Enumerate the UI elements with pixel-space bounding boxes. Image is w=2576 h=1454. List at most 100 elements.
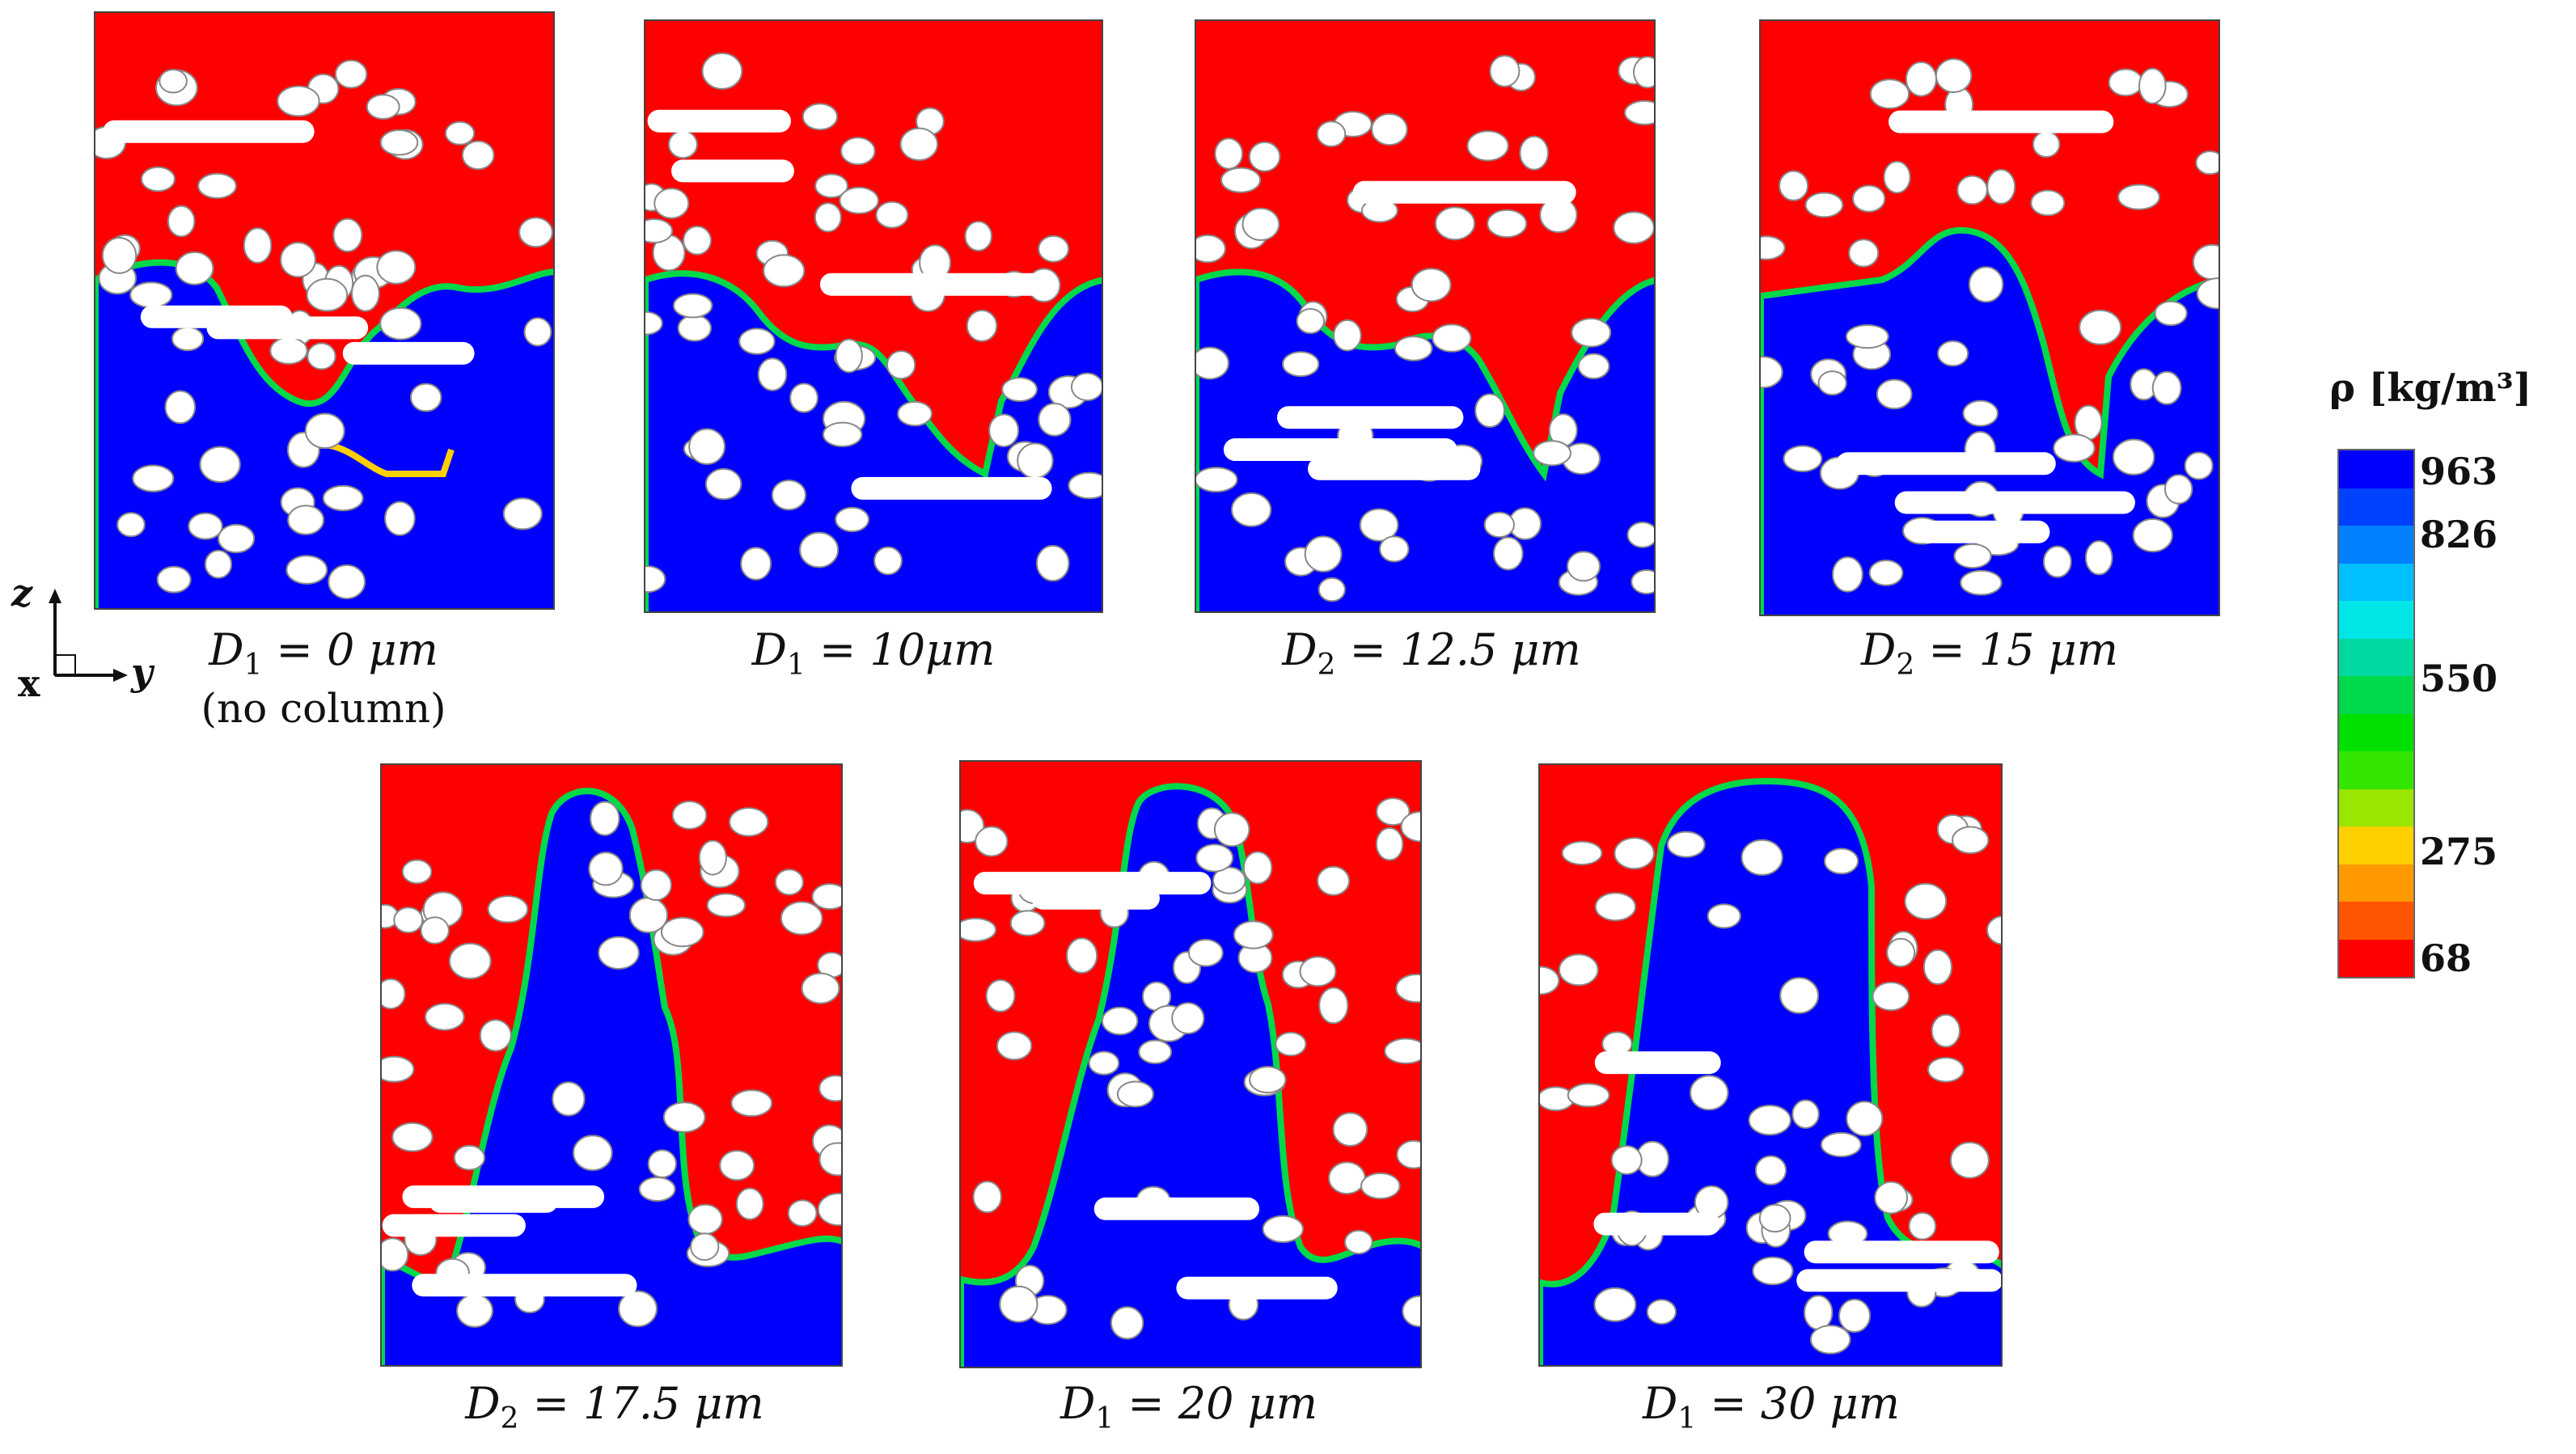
- solid-particle: [638, 1177, 676, 1202]
- solid-particle: [1196, 346, 1229, 380]
- colorbar: [2337, 449, 2415, 978]
- solid-particle: [818, 1142, 841, 1177]
- solid-particle: [1845, 324, 1889, 349]
- solid-particle: [1922, 949, 1952, 985]
- solid-particle-row: [819, 273, 1043, 296]
- solid-particle: [1296, 308, 1326, 334]
- solid-particle: [1876, 378, 1913, 410]
- solid-particle: [1613, 211, 1654, 244]
- solid-particle: [2117, 184, 2160, 210]
- solid-particle: [1299, 956, 1337, 987]
- solid-particle: [1949, 1141, 1990, 1179]
- solid-particle: [1820, 1131, 1862, 1158]
- solid-particle: [1631, 569, 1654, 594]
- solid-particle: [1752, 1256, 1794, 1286]
- solid-particle: [199, 446, 241, 483]
- solid-particle: [787, 1199, 818, 1227]
- solid-particle: [448, 942, 492, 980]
- solid-particle: [197, 172, 237, 199]
- solid-particle: [1466, 130, 1509, 162]
- solid-particle: [269, 336, 308, 365]
- solid-particle: [1953, 543, 1992, 569]
- solid-particle: [1956, 175, 1988, 205]
- solid-particle-row: [1308, 457, 1481, 480]
- colorbar-band: [2339, 826, 2413, 864]
- solid-particle: [1275, 1031, 1307, 1057]
- solid-particle: [662, 1101, 706, 1133]
- solid-particle-row: [103, 120, 315, 143]
- colorbar-tick-963: 963: [2420, 450, 2498, 493]
- solid-particle: [1400, 810, 1420, 843]
- caption-panel-6: D1 = 20 μm: [1060, 1378, 1318, 1435]
- solid-particle: [2053, 433, 2096, 463]
- solid-particle: [1249, 1066, 1287, 1094]
- panel-d2-17-5: [380, 763, 843, 1367]
- solid-particle: [132, 464, 175, 492]
- solid-particle: [1804, 192, 1844, 218]
- colorbar-band: [2339, 788, 2413, 826]
- solid-particle-row: [1223, 438, 1457, 461]
- solid-particle: [1116, 1080, 1154, 1108]
- solid-particle: [1360, 1172, 1401, 1200]
- colorbar-band: [2339, 526, 2413, 564]
- solid-particle: [1316, 120, 1347, 148]
- solid-particle: [690, 1232, 720, 1262]
- solid-particle: [1304, 535, 1343, 573]
- solid-particle: [1001, 377, 1038, 403]
- solid-particle: [2108, 68, 2143, 97]
- solid-particle: [1905, 61, 1937, 97]
- solid-particle: [645, 218, 674, 243]
- solid-particle-row: [206, 316, 369, 340]
- solid-particle: [1101, 1006, 1139, 1036]
- solid-particle: [351, 274, 380, 312]
- solid-particle: [875, 201, 909, 229]
- solid-particle-row: [1093, 1197, 1260, 1220]
- solid-particle: [730, 1089, 773, 1118]
- solid-particle: [628, 897, 668, 934]
- solid-particle: [2112, 438, 2155, 476]
- solid-particle: [1233, 920, 1274, 949]
- solid-particle: [401, 859, 433, 885]
- solid-particle-row: [1804, 1241, 1999, 1264]
- solid-particle: [1960, 569, 2003, 596]
- solid-particle-row: [342, 341, 475, 365]
- solid-particle: [101, 237, 137, 274]
- colorbar-band: [2339, 751, 2413, 789]
- solid-particle: [1489, 54, 1521, 87]
- solid-particle: [1852, 184, 1886, 213]
- solid-particle: [141, 166, 176, 192]
- solid-particle: [1804, 1295, 1834, 1330]
- solid-particle: [445, 120, 476, 146]
- solid-particle: [1328, 1161, 1366, 1195]
- solid-particle: [1791, 1099, 1820, 1129]
- solid-particle-row: [647, 109, 791, 133]
- solid-particle: [1195, 843, 1234, 873]
- solid-particle: [1872, 981, 1910, 1012]
- solid-particle: [706, 893, 746, 918]
- colorbar-tick-550: 550: [2420, 657, 2498, 700]
- solid-particle: [897, 400, 933, 427]
- solid-particle: [1624, 99, 1654, 125]
- solid-particle: [1748, 1105, 1791, 1136]
- solid-particle-row: [429, 1190, 558, 1213]
- colorbar-band: [2339, 676, 2413, 714]
- solid-particle-row: [851, 476, 1052, 500]
- solid-particle: [899, 127, 939, 162]
- solid-particle: [698, 839, 727, 876]
- colorbar-tick-826: 826: [2420, 513, 2498, 556]
- solid-particle: [1318, 577, 1346, 602]
- solid-particle: [456, 1293, 493, 1328]
- solid-particle: [975, 826, 1009, 857]
- solid-particle: [1070, 372, 1102, 401]
- solid-particle: [988, 413, 1020, 448]
- colorbar-band: [2339, 450, 2413, 488]
- solid-particle: [1666, 831, 1706, 858]
- solid-particle: [598, 936, 640, 970]
- solid-particle: [1707, 903, 1741, 929]
- solid-particle: [1171, 1002, 1205, 1035]
- solid-particle: [1838, 1298, 1871, 1334]
- solid-particle: [2042, 545, 2072, 578]
- caption-panel-1-line2: (no column): [201, 684, 446, 732]
- solid-particle: [322, 484, 364, 512]
